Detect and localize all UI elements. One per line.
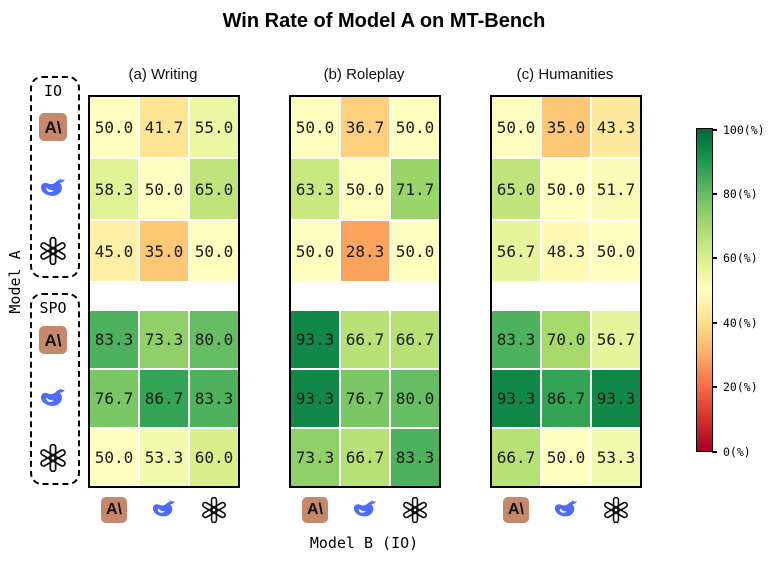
heatmap-cell: 83.3 <box>391 429 439 486</box>
heatmap-cell: 53.3 <box>592 429 640 486</box>
heatmap-cell: 50.0 <box>291 221 339 281</box>
openai-icon <box>201 497 227 523</box>
heatmap-panel-roleplay: 50.0 36.7 50.0 63.3 50.0 71.7 50.0 28.3 50.0 93.3… <box>289 95 441 488</box>
colorbar-tick-label: 40(%) <box>723 315 758 330</box>
heatmap-cell: 50.0 <box>391 221 439 281</box>
colorbar <box>696 128 713 452</box>
heatmap-cell: 66.7 <box>341 311 389 368</box>
heatmap-cell: 76.7 <box>90 370 138 427</box>
heatmap-cell: 35.0 <box>140 221 188 281</box>
heatmap-cell: 76.7 <box>341 370 389 427</box>
colorbar-tick <box>712 321 717 324</box>
heatmap-cell: 83.3 <box>190 370 238 427</box>
colorbar-tick-label: 0(%) <box>723 444 751 459</box>
group-separator <box>291 283 439 309</box>
anthropic-icon: A\ <box>503 497 529 523</box>
whale-icon <box>553 497 579 523</box>
heatmap-cell: 50.0 <box>391 97 439 157</box>
heatmap-cell: 50.0 <box>90 429 138 486</box>
colorbar-tick <box>712 450 717 453</box>
openai-icon <box>402 497 428 523</box>
heatmap-cell: 53.3 <box>140 429 188 486</box>
openai-icon <box>39 237 67 265</box>
heatmap-cell: 43.3 <box>592 97 640 157</box>
heatmap-cell: 65.0 <box>492 159 540 219</box>
heatmap-cell: 50.0 <box>492 97 540 157</box>
whale-icon <box>151 497 177 523</box>
heatmap-cell: 56.7 <box>592 311 640 368</box>
whale-icon <box>352 497 378 523</box>
heatmap-cell: 80.0 <box>391 370 439 427</box>
heatmap-cell: 35.0 <box>542 97 590 157</box>
colorbar-tick <box>712 386 717 389</box>
heatmap-cell: 86.7 <box>542 370 590 427</box>
figure-title: Win Rate of Model A on MT-Bench <box>222 10 546 32</box>
heatmap-cell: 50.0 <box>190 221 238 281</box>
heatmap-cell: 50.0 <box>140 159 188 219</box>
heatmap-cell: 50.0 <box>542 159 590 219</box>
colorbar-tick-label: 20(%) <box>723 380 758 395</box>
whale-icon <box>39 175 67 203</box>
panel-title-humanities: (c) Humanities <box>516 66 614 83</box>
heatmap-cell: 45.0 <box>90 221 138 281</box>
heatmap-panel-writing: 50.0 41.7 55.0 58.3 50.0 65.0 45.0 35.0 50.0 83.3… <box>88 95 240 488</box>
heatmap-cell: 93.3 <box>592 370 640 427</box>
heatmap-cell: 93.3 <box>291 311 339 368</box>
heatmap-cell: 48.3 <box>542 221 590 281</box>
heatmap-cell: 93.3 <box>492 370 540 427</box>
heatmap-cell: 63.3 <box>291 159 339 219</box>
spo-group-box <box>30 293 80 485</box>
colorbar-tick <box>712 192 717 195</box>
heatmap-cell: 51.7 <box>592 159 640 219</box>
colorbar-tick-label: 100(%) <box>723 122 765 137</box>
group-separator <box>492 283 640 309</box>
heatmap-cell: 73.3 <box>291 429 339 486</box>
io-group-box <box>30 76 80 278</box>
anthropic-icon: A\ <box>39 326 67 354</box>
colorbar-tick <box>712 128 717 131</box>
heatmap-cell: 66.7 <box>391 311 439 368</box>
heatmap-cell: 65.0 <box>190 159 238 219</box>
heatmap-cell: 83.3 <box>492 311 540 368</box>
heatmap-cell: 86.7 <box>140 370 188 427</box>
heatmap-panel-humanities: 50.0 35.0 43.3 65.0 50.0 51.7 56.7 48.3 50.0 83.3… <box>490 95 642 488</box>
heatmap-cell: 56.7 <box>492 221 540 281</box>
heatmap-cell: 58.3 <box>90 159 138 219</box>
anthropic-icon: A\ <box>39 113 67 141</box>
heatmap-cell: 73.3 <box>140 311 188 368</box>
heatmap-cell: 66.7 <box>492 429 540 486</box>
spo-group-label: SPO <box>39 299 67 317</box>
heatmap-cell: 50.0 <box>592 221 640 281</box>
colorbar-tick-label: 80(%) <box>723 186 758 201</box>
heatmap-cell: 50.0 <box>90 97 138 157</box>
heatmap-cell: 71.7 <box>391 159 439 219</box>
anthropic-icon: A\ <box>101 497 127 523</box>
io-group-label: IO <box>43 82 63 100</box>
heatmap-cell: 36.7 <box>341 97 389 157</box>
openai-icon <box>603 497 629 523</box>
colorbar-tick-label: 60(%) <box>723 251 758 266</box>
heatmap-cell: 80.0 <box>190 311 238 368</box>
colorbar-tick <box>712 257 717 260</box>
group-separator <box>90 283 238 309</box>
openai-icon <box>39 444 67 472</box>
heatmap-cell: 41.7 <box>140 97 188 157</box>
heatmap-cell: 55.0 <box>190 97 238 157</box>
heatmap-cell: 83.3 <box>90 311 138 368</box>
whale-icon <box>39 385 67 413</box>
heatmap-cell: 60.0 <box>190 429 238 486</box>
y-axis-label: Model A <box>6 250 24 314</box>
x-axis-label: Model B (IO) <box>309 534 419 552</box>
heatmap-cell: 50.0 <box>542 429 590 486</box>
panel-title-roleplay: (b) Roleplay <box>323 66 405 83</box>
heatmap-cell: 50.0 <box>341 159 389 219</box>
heatmap-cell: 50.0 <box>291 97 339 157</box>
heatmap-cell: 28.3 <box>341 221 389 281</box>
heatmap-cell: 70.0 <box>542 311 590 368</box>
heatmap-cell: 93.3 <box>291 370 339 427</box>
panel-title-writing: (a) Writing <box>128 66 198 83</box>
anthropic-icon: A\ <box>302 497 328 523</box>
heatmap-cell: 66.7 <box>341 429 389 486</box>
